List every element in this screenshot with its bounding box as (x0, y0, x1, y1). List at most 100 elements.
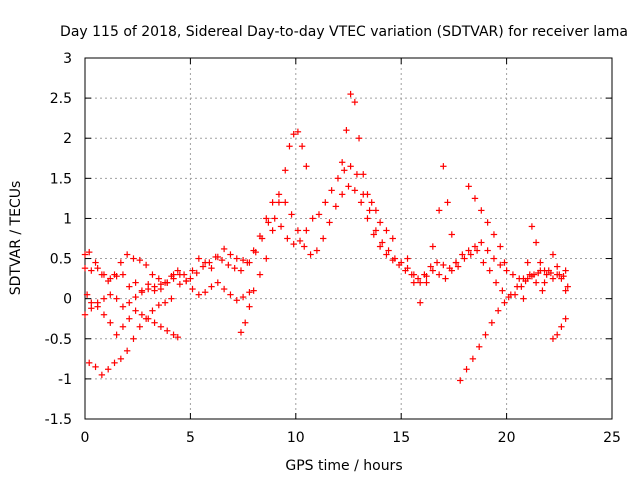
data-point (239, 293, 247, 301)
data-point (535, 269, 542, 277)
data-point (227, 251, 234, 258)
data-point (383, 251, 390, 258)
data-point (117, 355, 125, 363)
data-point (467, 251, 474, 258)
data-point (149, 271, 156, 278)
data-point (332, 203, 340, 210)
data-point (372, 227, 380, 234)
data-point (111, 271, 118, 278)
data-point (206, 259, 213, 266)
series-arc-10 (457, 271, 546, 384)
data-point (389, 256, 396, 264)
data-point (136, 256, 144, 264)
data-point (364, 191, 371, 198)
data-point (195, 255, 203, 262)
data-point (195, 291, 203, 298)
data-point (265, 219, 272, 226)
data-point (290, 131, 297, 138)
data-point (244, 259, 251, 266)
x-tick-label: 20 (498, 430, 516, 446)
data-point (383, 227, 390, 234)
y-tick-label: 0.5 (50, 252, 72, 268)
data-point (126, 283, 133, 290)
data-point (414, 275, 422, 282)
data-point (303, 227, 310, 234)
data-point (427, 263, 434, 270)
data-point (250, 287, 257, 294)
data-point (119, 323, 127, 330)
data-point (290, 240, 297, 248)
data-point (269, 227, 276, 234)
data-point (353, 171, 361, 178)
data-point (136, 323, 144, 330)
data-point (164, 279, 171, 286)
data-point (357, 199, 365, 206)
series-arc-5 (83, 291, 181, 341)
data-point (528, 223, 536, 230)
data-point (473, 247, 481, 254)
data-point (263, 255, 270, 262)
data-point (225, 261, 232, 269)
data-point (271, 215, 278, 222)
data-point (98, 271, 106, 278)
data-point (549, 275, 557, 282)
data-point (475, 343, 483, 350)
data-point (94, 303, 101, 310)
data-point (408, 271, 415, 278)
data-point (490, 231, 498, 238)
data-point (104, 366, 112, 373)
data-point (537, 259, 544, 266)
data-point (322, 199, 329, 206)
series-arc-7 (338, 90, 396, 242)
data-point (246, 303, 253, 310)
data-point (469, 355, 477, 363)
data-point (364, 215, 371, 222)
y-tick-label: 0 (63, 292, 72, 308)
data-point (145, 315, 152, 322)
data-point (277, 223, 285, 230)
data-point (145, 285, 152, 293)
data-point (326, 219, 333, 226)
data-point (119, 271, 127, 278)
data-point (543, 271, 550, 278)
data-point (237, 267, 245, 274)
data-point (86, 359, 93, 367)
data-point (465, 247, 472, 254)
data-point (416, 279, 424, 286)
data-point (338, 159, 346, 166)
plot-frame (84, 57, 613, 420)
series-arc-8 (404, 163, 460, 306)
data-point (503, 267, 510, 274)
data-point (98, 371, 106, 379)
data-point (81, 251, 89, 258)
data-point (341, 167, 348, 174)
data-point (545, 267, 552, 274)
data-point (452, 259, 460, 266)
data-point (138, 311, 146, 318)
data-point (355, 135, 363, 142)
data-point (490, 255, 498, 262)
data-point (351, 98, 359, 106)
data-point (237, 329, 245, 336)
y-tick-labels: -1.5 -1 -0.5 0 0.5 1 1.5 2 2.5 3 (45, 51, 72, 428)
data-point (376, 219, 384, 226)
data-point (182, 277, 190, 285)
x-tick-label: 15 (392, 430, 410, 446)
data-point (227, 291, 234, 298)
data-point (231, 264, 238, 272)
data-point (351, 187, 359, 194)
data-point (157, 323, 165, 330)
data-point (497, 261, 504, 269)
data-point (187, 275, 194, 282)
data-point (233, 255, 240, 262)
data-point (83, 291, 91, 298)
data-point (250, 247, 257, 254)
x-tick-label: 25 (603, 430, 621, 446)
data-point (433, 259, 441, 266)
data-point (189, 267, 196, 274)
data-point (256, 271, 264, 278)
data-point (189, 285, 196, 293)
data-point (161, 299, 169, 306)
data-point (338, 191, 346, 198)
data-point (212, 253, 219, 261)
